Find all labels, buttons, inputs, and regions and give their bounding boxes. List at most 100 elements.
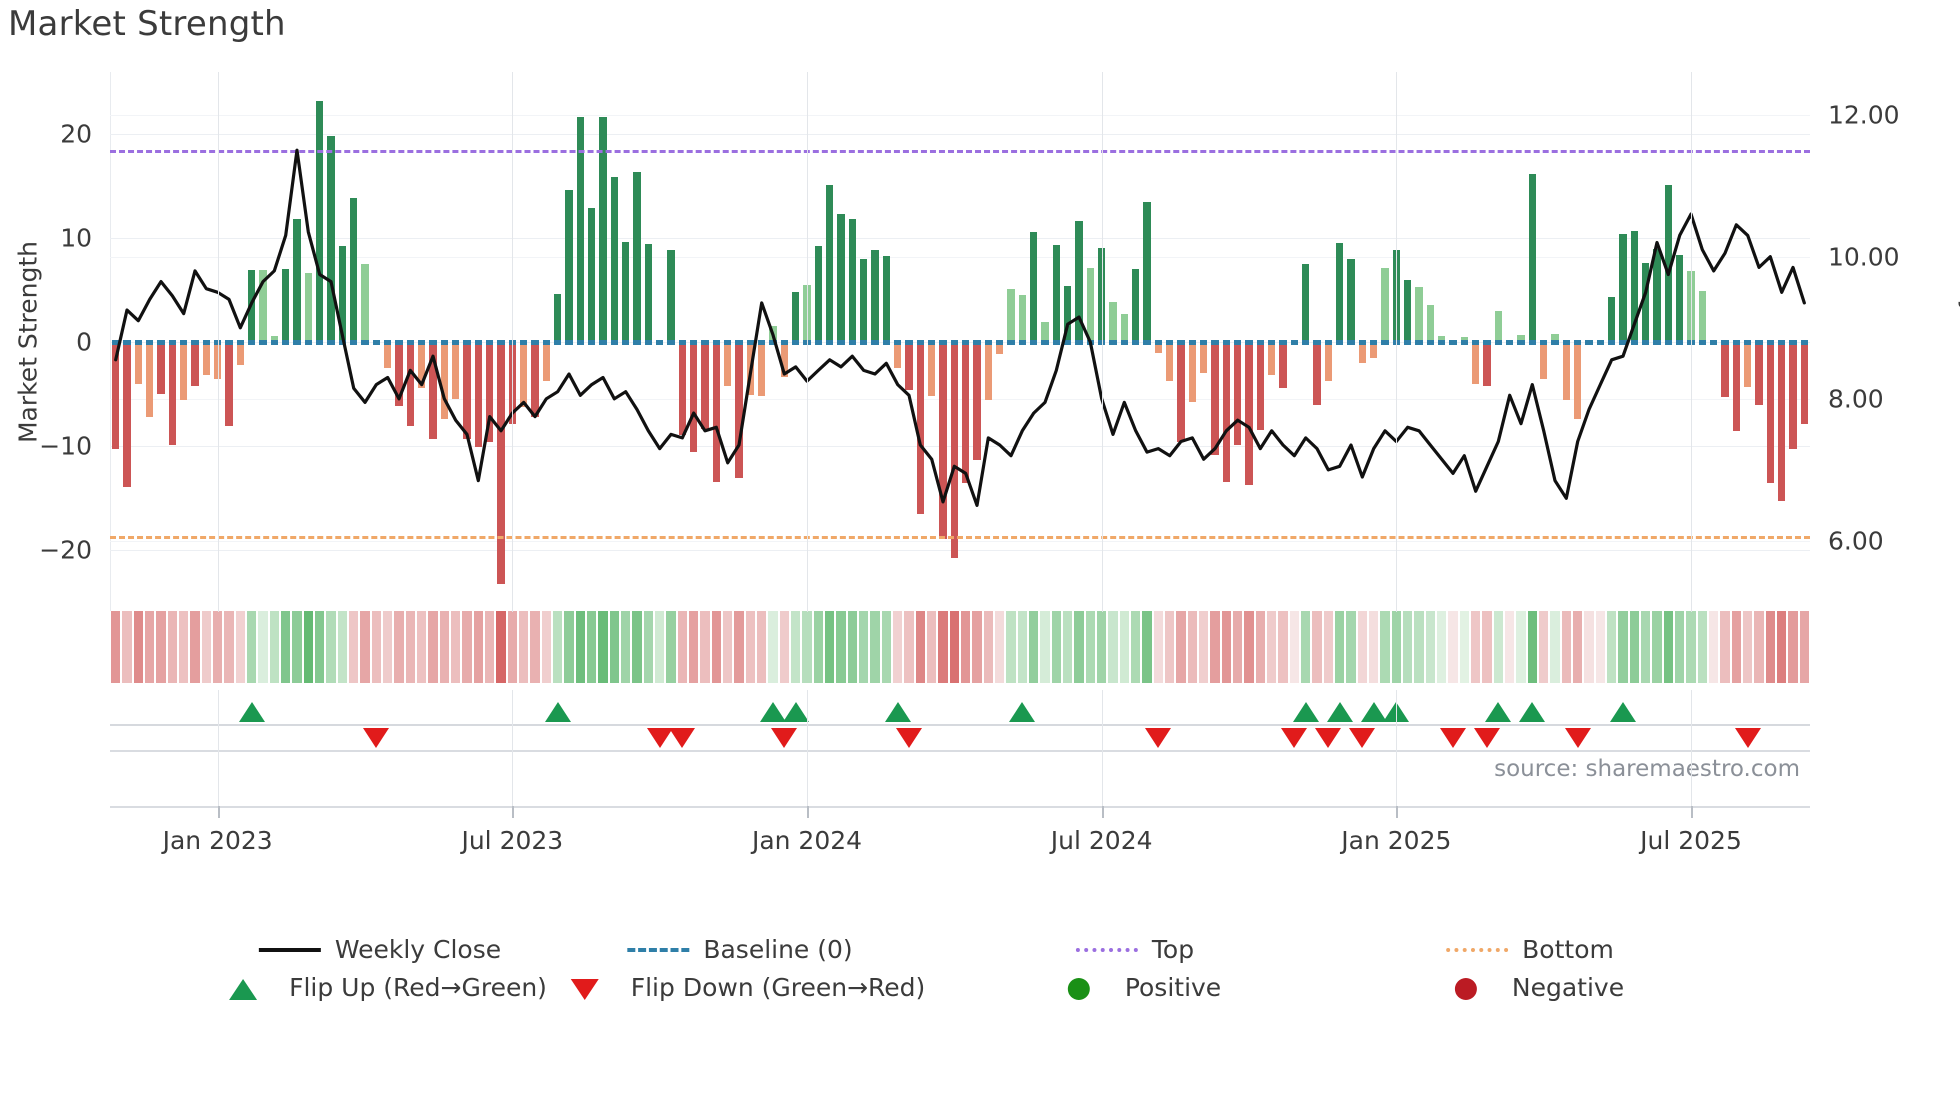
swatch-glyph (627, 947, 690, 952)
legend-item-weekly-close[interactable]: Weekly Close (258, 935, 501, 964)
baseline-segment (1585, 340, 1593, 345)
heatmap-cell (190, 611, 200, 683)
baseline-segment (1358, 340, 1366, 345)
bar (282, 269, 290, 342)
legend-item-bottom[interactable]: Bottom (1446, 935, 1614, 964)
baseline-segment (123, 340, 131, 345)
heatmap-cell (326, 611, 336, 683)
heatmap-cell (1788, 611, 1798, 683)
baseline-segment (486, 340, 494, 345)
bar (882, 255, 890, 342)
flip-down-marker (363, 728, 390, 748)
heatmap-cell (972, 611, 982, 683)
heatmap-cell (484, 611, 495, 683)
legend-item-flip-down[interactable]: Flip Down (Green→Red) (555, 973, 925, 1002)
baseline-segment (1710, 340, 1718, 345)
baseline-segment (1177, 340, 1185, 345)
heatmap-cell (870, 611, 880, 683)
heatmap-cell (178, 611, 189, 683)
heatmap-cell (1221, 611, 1232, 683)
heatmap-cell (1482, 611, 1492, 683)
legend-item-baseline[interactable]: Baseline (0) (627, 935, 853, 964)
heatmap-cell (1391, 611, 1402, 683)
heatmap-cell (1414, 611, 1424, 683)
heatmap-cell (1017, 611, 1028, 683)
bar (848, 219, 856, 342)
baseline-segment (905, 340, 913, 345)
heatmap-cell (1731, 611, 1742, 683)
x-axis-area: source: sharemaestro.com Jan 2023 Jul 202… (110, 750, 1810, 860)
flip-up-marker (1360, 702, 1387, 722)
heatmap-cell (1765, 611, 1776, 683)
gridline-right (110, 256, 1810, 258)
bar (758, 342, 766, 396)
bar (486, 342, 494, 442)
heatmap-cell (167, 611, 178, 683)
bar (1630, 230, 1638, 342)
bar (1562, 342, 1570, 401)
bar (1800, 342, 1808, 425)
market-strength-bars (110, 72, 1810, 612)
bar (565, 190, 573, 342)
legend-item-negative[interactable]: Negative (1436, 973, 1624, 1002)
heatmap-cell (892, 611, 903, 683)
strength-heatmap-strip (110, 611, 1810, 683)
heatmap-cell (235, 611, 246, 683)
bar (1778, 342, 1786, 501)
flip-up-marker (544, 702, 571, 722)
bar (1619, 234, 1627, 342)
baseline-segment (429, 340, 437, 345)
x-axis-tick-mark (512, 806, 515, 818)
heatmap-cell (1470, 611, 1481, 683)
bar (610, 176, 618, 342)
heatmap-cell (337, 611, 348, 683)
bar (950, 342, 958, 558)
swatch-glyph (1446, 947, 1509, 952)
bar (1211, 342, 1219, 456)
baseline-segment (372, 340, 380, 345)
heatmap-cell (779, 611, 790, 683)
baseline-segment (1279, 340, 1287, 345)
flip-down-marker (1145, 728, 1172, 748)
main-plot-area: 20 10 0 −10 −20 12.00 10.00 8.00 6.00 Market St… (14, 72, 1960, 612)
heatmap-cell (1244, 611, 1254, 683)
flip-down-marker (1734, 728, 1761, 748)
bar (1438, 335, 1446, 342)
baseline-segment (610, 340, 618, 345)
heatmap-cell (314, 611, 325, 683)
heatmap-cell (1606, 611, 1617, 683)
flip-down-marker (771, 728, 798, 748)
bar (180, 342, 188, 401)
gridline (110, 134, 1810, 136)
baseline-segment (690, 340, 698, 345)
bar (520, 342, 528, 408)
bar (690, 342, 698, 453)
x-guide-line (217, 72, 219, 612)
bar (191, 342, 199, 386)
heatmap-cell (1754, 611, 1764, 683)
legend-item-flip-up[interactable]: Flip Up (Red→Green) (213, 973, 547, 1002)
bar (1664, 185, 1672, 342)
baseline-segment (1698, 340, 1706, 345)
bar (554, 294, 562, 342)
legend-item-positive[interactable]: Positive (1049, 973, 1221, 1002)
heatmap-cell (1629, 611, 1640, 683)
bar (236, 342, 244, 365)
heatmap-cell (1289, 611, 1300, 683)
bar (1789, 342, 1797, 449)
heatmap-cell (711, 611, 722, 683)
heatmap-cell (1312, 611, 1322, 683)
bar (1041, 322, 1049, 342)
heatmap-cell (1686, 611, 1696, 683)
baseline-segment (724, 340, 732, 345)
heatmap-cell (1380, 611, 1390, 683)
legend-item-top[interactable]: Top (1075, 935, 1194, 964)
x-axis-tick-label: Jul 2024 (1050, 826, 1153, 855)
heatmap-cell (1708, 611, 1719, 683)
x-guide-line (807, 690, 808, 750)
bar (304, 273, 312, 342)
heatmap-cell (1538, 611, 1549, 683)
baseline-segment (497, 340, 505, 345)
bar (973, 342, 981, 461)
baseline-segments (110, 72, 1810, 612)
